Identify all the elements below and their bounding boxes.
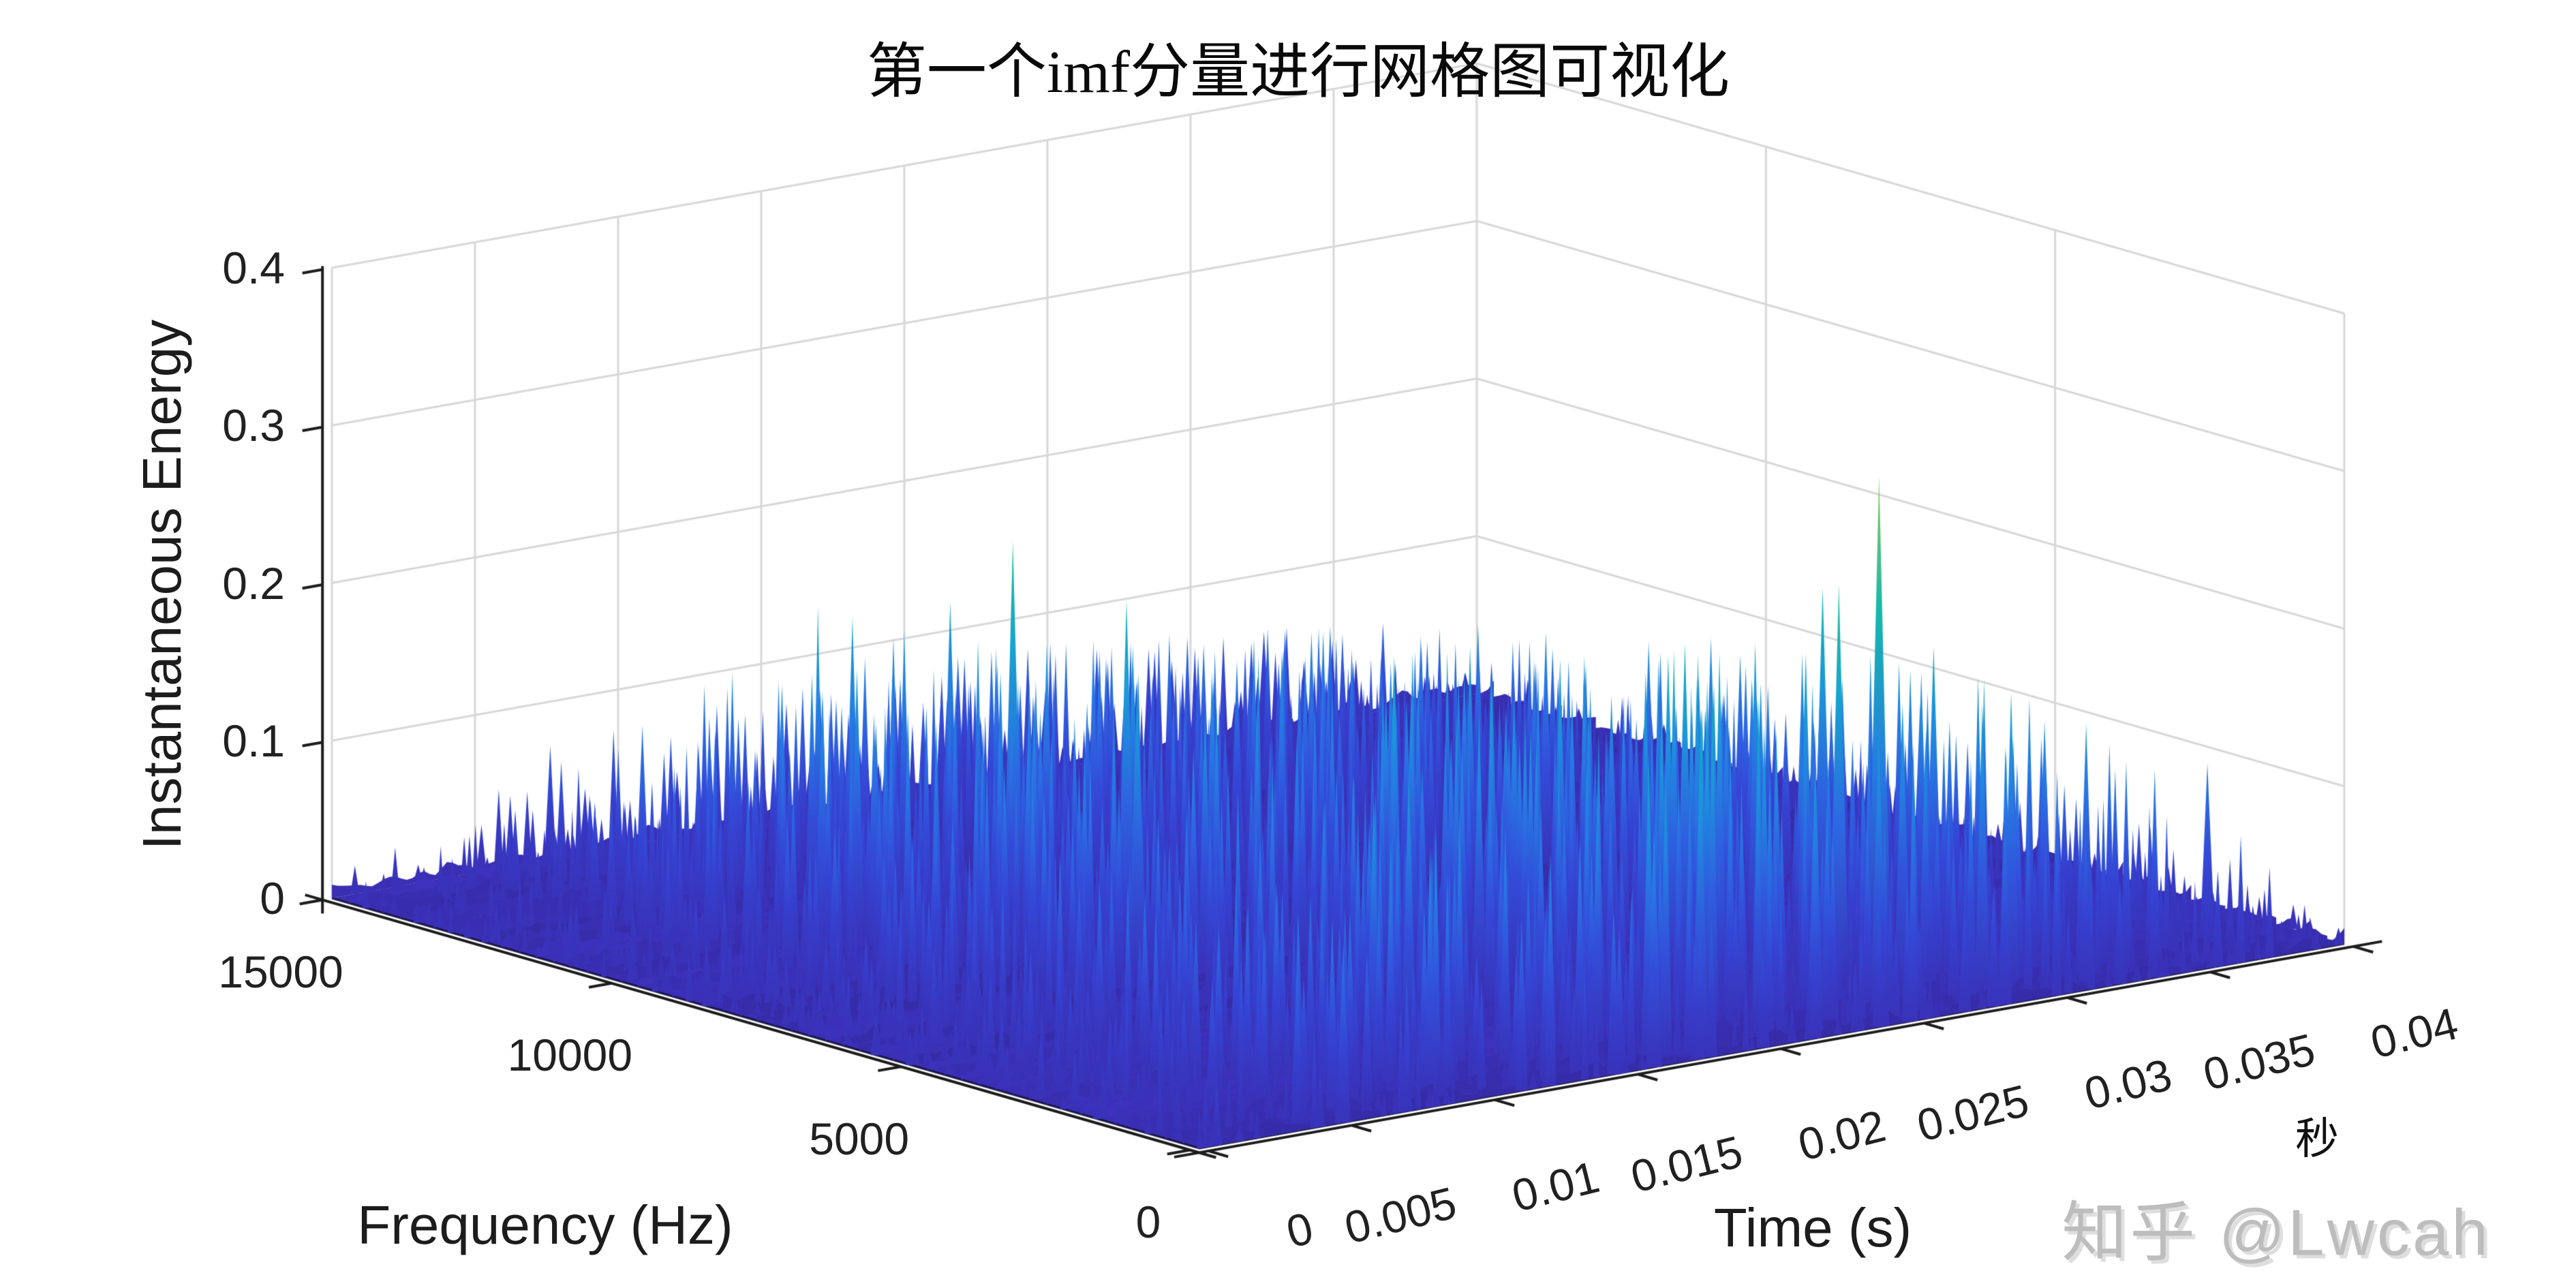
figure: 第一个imf分量进行网格图可视化 Instantaneous Energy Fr…: [0, 0, 2576, 1288]
mesh-plot-canvas: [0, 0, 2576, 1288]
